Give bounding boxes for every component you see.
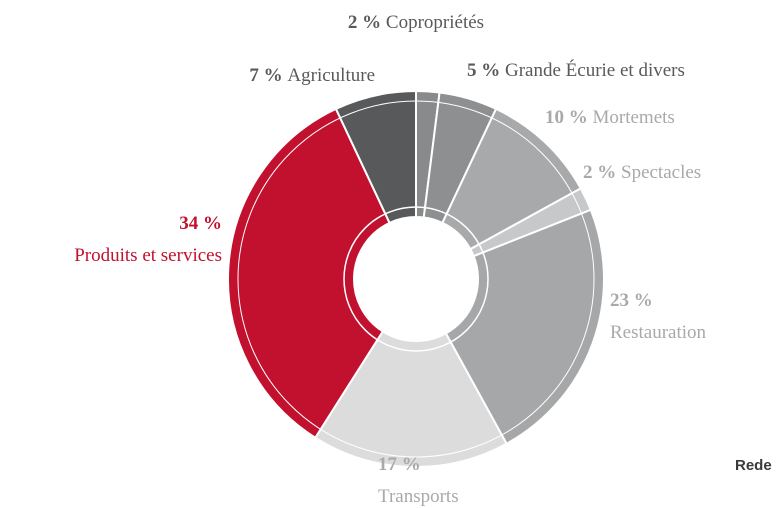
slice-value-label: 17 % xyxy=(378,454,421,475)
slice-value-label: 7 % xyxy=(249,65,282,86)
footer-text: Rede xyxy=(735,457,772,474)
slice-value-label: 34 % xyxy=(179,213,222,234)
slice-label: Grande Écurie et divers xyxy=(505,59,685,81)
slice-label: Copropriétés xyxy=(386,12,484,33)
slice-value-label: 2 % xyxy=(348,12,381,33)
slice-label: Agriculture xyxy=(287,65,375,86)
slice xyxy=(313,329,508,468)
slice-label-group: 10 % Mortemets xyxy=(545,107,675,128)
slice-label: Spectacles xyxy=(621,162,701,183)
slice-value-label: 23 % xyxy=(610,290,653,311)
slice xyxy=(444,208,605,446)
slice-label-group: 5 % Grande Écurie et divers xyxy=(467,59,685,81)
outer-ring xyxy=(237,100,595,458)
slice xyxy=(441,107,583,251)
slice-value-label: 10 % xyxy=(545,107,588,128)
slice-label-group: 7 % Agriculture xyxy=(249,65,375,86)
inner-ring xyxy=(343,206,489,352)
slice-label-group: 2 % Copropriétés xyxy=(348,12,484,33)
slice xyxy=(334,89,417,225)
slice-value-label: 2 % xyxy=(583,162,616,183)
slice-label: Mortemets xyxy=(593,107,675,128)
slice-label: Produits et services xyxy=(74,245,222,266)
slice-label: Restauration xyxy=(610,322,707,343)
slice xyxy=(227,107,391,440)
slice-label: Transports xyxy=(378,486,459,507)
slice-label-group: 2 % Spectacles xyxy=(583,162,701,183)
slice-value-label: 5 % xyxy=(467,60,500,81)
